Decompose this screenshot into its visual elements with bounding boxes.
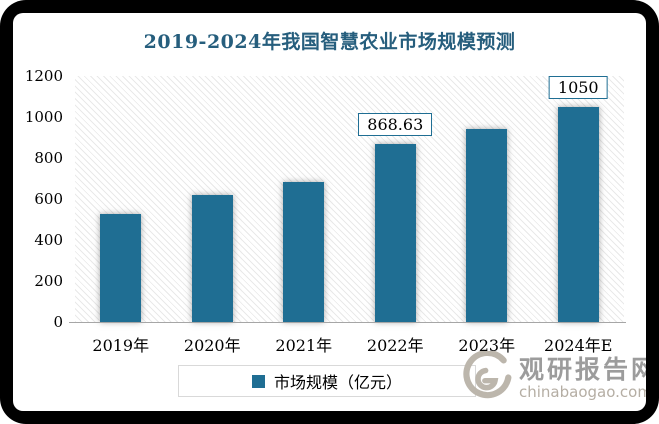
legend: 市场规模（亿元） [178, 365, 476, 397]
y-tick-label: 200 [34, 272, 63, 290]
bar-2021年 [283, 182, 325, 322]
x-tick-label-2023年: 2023年 [458, 336, 516, 355]
chart-title: 2019-2024年我国智慧农业市场规模预测 [143, 31, 516, 53]
y-tick-label: 0 [53, 313, 63, 331]
data-label-2024年E: 1050 [548, 75, 608, 99]
bar-2022年 [374, 143, 416, 322]
data-label-2022年: 868.63 [358, 112, 433, 136]
y-tick-label: 1200 [24, 67, 63, 85]
legend-swatch-icon [251, 374, 265, 388]
watermark-brand: 观研报告网 [519, 354, 646, 384]
chart-canvas: 2019-2024年我国智慧农业市场规模预测 868.63 1050 0 200 40… [13, 13, 646, 411]
bar-2024年E [557, 106, 599, 322]
y-tick-label: 400 [34, 231, 63, 249]
bar-2020年 [191, 195, 233, 322]
x-tick-label-2020年: 2020年 [183, 336, 241, 355]
bar-2019年 [100, 214, 142, 322]
x-tick-label-2021年: 2021年 [275, 336, 333, 355]
y-tick-label: 1000 [24, 108, 63, 126]
x-tick-label-2022年: 2022年 [366, 336, 424, 355]
watermark-domain: chinabaogao.com [519, 382, 646, 401]
bar-2023年 [466, 129, 508, 322]
y-tick-label: 800 [34, 149, 63, 167]
x-tick-label-2024年E: 2024年E [544, 336, 613, 355]
y-tick-label: 600 [34, 190, 63, 208]
watermark: 观研报告网 chinabaogao.com [461, 347, 646, 409]
x-axis-line [69, 322, 626, 323]
plot-area: 868.63 1050 [75, 75, 624, 322]
legend-label: 市场规模（亿元） [273, 373, 402, 392]
x-tick-label-2019年: 2019年 [92, 336, 150, 355]
